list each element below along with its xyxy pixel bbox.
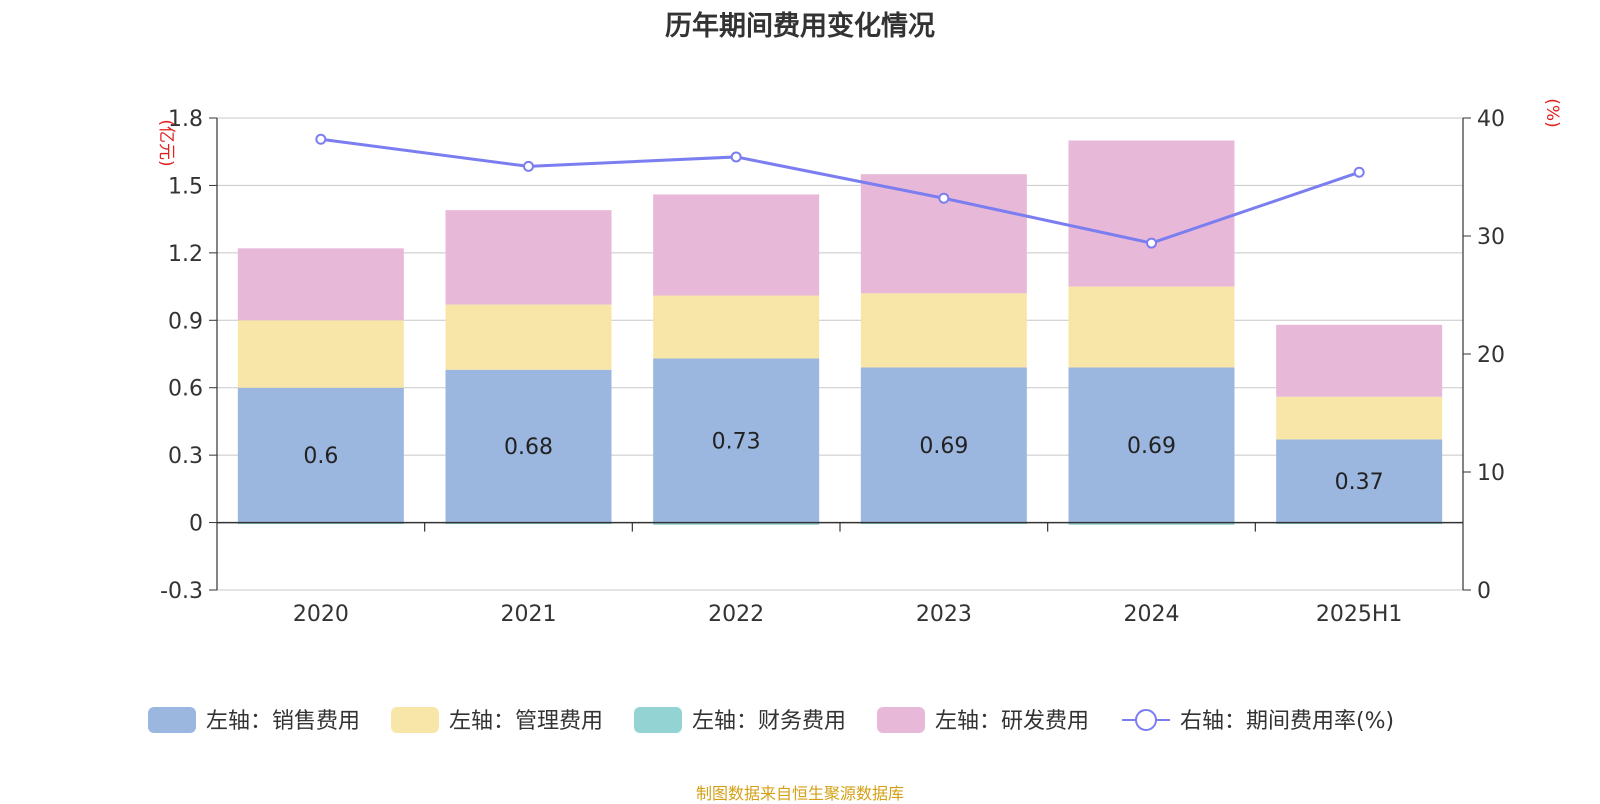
legend-label: 右轴：期间费用率(%)	[1180, 709, 1394, 734]
left-axis-tick-label: 0.9	[168, 309, 203, 334]
legend-label: 左轴：销售费用	[206, 709, 360, 734]
x-axis-tick-label: 2021	[501, 602, 557, 627]
legend-label: 左轴：研发费用	[935, 709, 1089, 734]
rate-point	[1353, 166, 1365, 178]
rate-point	[730, 151, 742, 163]
legend-swatch	[634, 707, 682, 733]
chart-canvas: -0.3 0 0.3 0.6 0.9 1.2 1.5 1.8 0 10 20 30 40 (亿元) (%) 2…	[148, 98, 1562, 734]
right-axis-tick-label: 0	[1477, 579, 1491, 604]
legend-marker	[1135, 709, 1157, 731]
bar-segment	[445, 369, 612, 523]
right-axis-tick-label: 30	[1477, 225, 1505, 250]
bar-segment	[237, 387, 404, 523]
bar-segment	[237, 248, 404, 321]
bar-segment	[445, 304, 612, 370]
x-axis-tick-label: 2025H1	[1316, 602, 1403, 627]
bar-data-label: 0.69	[919, 434, 968, 459]
legend-label: 左轴：管理费用	[449, 709, 603, 734]
rate-point	[315, 133, 327, 145]
bar-data-label: 0.68	[504, 435, 553, 460]
bar-segment	[653, 358, 820, 523]
bar-data-label: 0.73	[712, 430, 761, 455]
left-axis-tick-label: -0.3	[160, 579, 203, 604]
x-axis-tick-label: 2023	[916, 602, 972, 627]
bar-segment	[445, 210, 612, 305]
legend-swatch	[877, 707, 925, 733]
source-note: 制图数据来自恒生聚源数据库	[695, 784, 904, 803]
bar-data-label: 0.37	[1335, 470, 1384, 495]
bar-segment	[653, 522, 820, 525]
legend-label: 左轴：财务费用	[692, 709, 846, 734]
right-axis-unit: (%)	[1542, 98, 1562, 127]
bar-segment	[860, 293, 1027, 368]
bar-segment	[653, 295, 820, 359]
bar-segment	[653, 194, 820, 296]
rate-point	[523, 160, 534, 172]
bar-segment	[1068, 286, 1235, 368]
left-axis-tick-label: 1.2	[168, 242, 203, 267]
left-axis-tick-label: 1.8	[168, 107, 203, 132]
bar-segment	[1068, 522, 1235, 525]
right-axis-tick-label: 10	[1477, 461, 1505, 486]
x-axis-tick-label: 2020	[293, 602, 349, 627]
chart-title: 历年期间费用变化情况	[665, 11, 935, 42]
x-axis-tick-label: 2024	[1124, 602, 1180, 627]
left-axis-tick-label: 0.3	[168, 444, 203, 469]
bar-segment	[1276, 324, 1443, 397]
bar-segment	[860, 367, 1027, 523]
left-axis-tick-label: 0.6	[168, 377, 203, 402]
rate-point	[1146, 237, 1157, 249]
left-axis-tick-label: 1.5	[168, 174, 203, 199]
bar-segment	[1276, 396, 1443, 440]
bar-data-label: 0.69	[1127, 434, 1176, 459]
bar-segment	[1068, 140, 1235, 287]
rate-line	[320, 137, 1360, 245]
bar-segment	[237, 320, 404, 388]
bar-segment	[1068, 367, 1235, 523]
right-axis-tick-label: 20	[1477, 343, 1505, 368]
bar-segment	[860, 174, 1027, 294]
left-axis-tick-label: 0	[189, 512, 203, 537]
right-axis-tick-label: 40	[1477, 107, 1505, 132]
left-axis-unit: (亿元)	[156, 119, 176, 166]
rate-point	[938, 192, 950, 204]
legend-swatch	[148, 707, 196, 733]
bar-data-label: 0.6	[303, 444, 338, 469]
bar-segment	[1276, 439, 1443, 523]
x-axis-tick-label: 2022	[708, 602, 764, 627]
legend-swatch	[391, 707, 439, 733]
